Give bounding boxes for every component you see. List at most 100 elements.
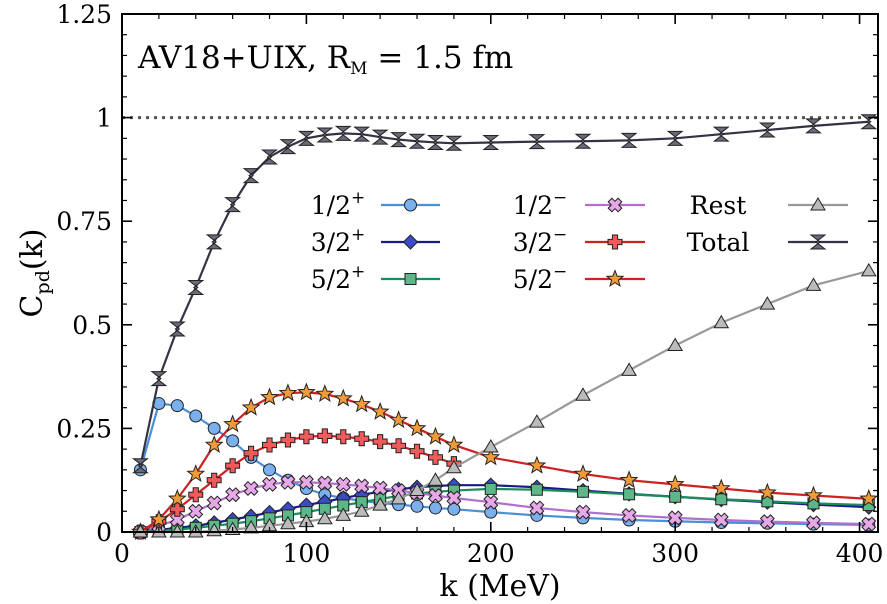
data-point [170, 399, 184, 413]
legend-item: 3/2+ [311, 225, 440, 257]
x-tick-label: 100 [283, 539, 331, 568]
legend-label: 1/2+ [311, 188, 365, 220]
data-point [315, 384, 335, 403]
data-point [576, 485, 589, 498]
data-point [446, 490, 462, 506]
data-point [804, 485, 823, 504]
x-tick-label: 400 [836, 539, 884, 568]
data-point [715, 493, 728, 506]
data-point [426, 426, 445, 445]
data-point [390, 132, 408, 148]
data-point [335, 429, 351, 445]
legend-marker [607, 197, 623, 213]
data-point [529, 500, 545, 516]
data-point [206, 472, 222, 488]
data-point [619, 470, 639, 489]
data-point [205, 234, 223, 250]
legend-item: Rest [690, 191, 848, 220]
data-point [278, 383, 298, 402]
legend-label: Total [687, 228, 750, 257]
data-point [223, 414, 243, 433]
data-point [446, 459, 462, 474]
data-point [371, 129, 389, 145]
data-point [573, 464, 593, 483]
data-point [372, 497, 389, 511]
data-point [407, 418, 427, 437]
data-point [189, 409, 203, 423]
data-point [317, 428, 333, 444]
data-point [352, 394, 372, 413]
legend-label: 3/2+ [311, 225, 365, 257]
data-point [805, 515, 821, 531]
y-tick-label: 0.75 [56, 207, 112, 236]
data-point [169, 512, 185, 528]
data-point [427, 472, 444, 486]
data-point [333, 388, 353, 407]
data-point [298, 429, 314, 445]
data-point [243, 445, 259, 461]
data-point [296, 382, 316, 401]
y-tick-label: 0 [96, 518, 112, 547]
data-point [317, 475, 333, 491]
data-point [528, 134, 546, 150]
data-point [445, 135, 463, 151]
data-point [484, 482, 497, 495]
data-point [758, 122, 776, 138]
data-point [623, 488, 636, 501]
legend-marker [404, 198, 417, 212]
data-point [131, 458, 149, 474]
data-point [280, 432, 296, 448]
legend: 1/2+ 3/2+ 5/2+ 1/2− 3/2− 5/2− Rest Total [311, 188, 848, 294]
data-point [206, 495, 222, 511]
legend-item: 5/2− [513, 262, 645, 294]
y-tick-label: 1 [96, 104, 112, 133]
legend-item: Total [687, 228, 848, 257]
legend-marker [607, 234, 623, 250]
data-point [370, 401, 390, 420]
data-point [482, 439, 499, 453]
data-point [805, 118, 822, 134]
data-point [354, 431, 370, 447]
data-point [667, 510, 683, 526]
x-axis-label: k (MeV) [439, 569, 560, 604]
data-point [444, 435, 464, 453]
data-point [759, 514, 775, 530]
data-point [621, 507, 637, 523]
data-point [261, 149, 278, 165]
data-point [316, 510, 333, 525]
data-point [860, 262, 877, 277]
legend-marker [605, 269, 625, 288]
data-point [427, 488, 443, 504]
data-point [225, 487, 241, 503]
legend-marker [809, 234, 827, 250]
data-point [860, 114, 878, 130]
data-point [483, 494, 499, 510]
data-point [187, 280, 205, 296]
data-point [390, 490, 407, 505]
data-point [316, 127, 334, 143]
data-point [389, 410, 409, 429]
x-tick-label: 0 [114, 539, 130, 568]
series-6 [131, 382, 879, 541]
legend-item: 1/2− [513, 188, 645, 220]
legend-label: 1/2− [513, 188, 567, 220]
chart-annotation: AV18+UIX, RM = 1.5 fm [137, 40, 513, 79]
data-point [861, 516, 877, 532]
data-point [713, 314, 730, 329]
data-point [225, 458, 241, 474]
x-tick-label: 200 [467, 539, 515, 568]
y-tick-label: 1.25 [56, 0, 112, 29]
legend-marker [402, 234, 419, 250]
data-point [427, 134, 444, 150]
data-point [242, 168, 260, 184]
series-group [131, 114, 879, 541]
data-point [391, 438, 407, 454]
legend-label: 3/2− [513, 225, 567, 257]
series-2 [132, 477, 877, 540]
data-point [150, 371, 168, 387]
legend-label: 5/2− [513, 262, 567, 294]
data-point [353, 503, 370, 517]
y-tick-label: 0.25 [56, 414, 112, 443]
data-point [260, 387, 279, 406]
